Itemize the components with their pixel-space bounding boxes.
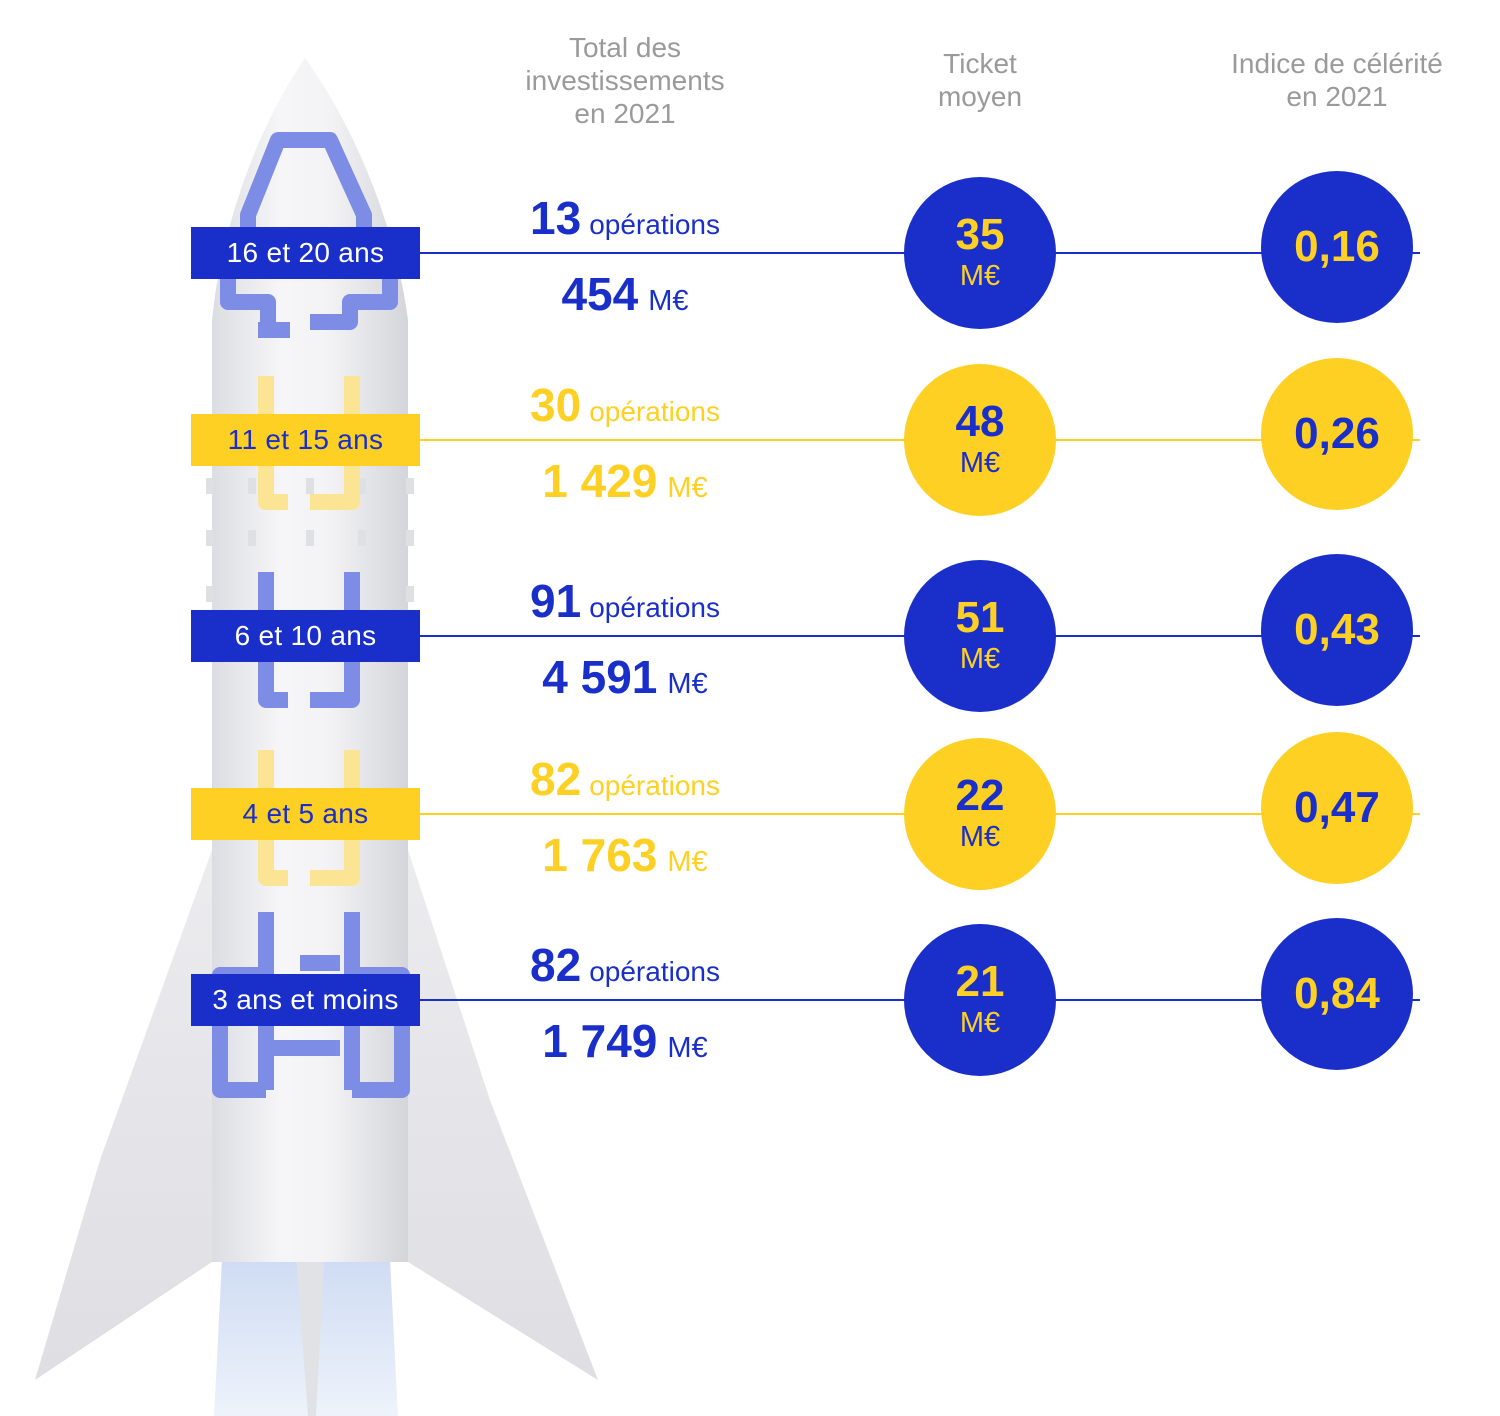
- ticket-value: 22: [955, 771, 1005, 820]
- stage-bracket-6-10: [258, 572, 360, 708]
- indice-value: 0,47: [1294, 783, 1380, 832]
- header-total-investissements: Total des investissements en 2021: [470, 31, 780, 130]
- amount-unit: M€: [667, 472, 708, 504]
- ticket-circle: 48 M€: [904, 364, 1056, 516]
- table-row: 11 et 15 ans 30 opérations 1 429 M€ 48 M€ …: [0, 352, 1500, 542]
- header-ticket-moyen: Ticket moyen: [880, 47, 1080, 113]
- ticket-value: 35: [955, 210, 1005, 259]
- ticket-circle: 51 M€: [904, 560, 1056, 712]
- table-row: 3 ans et moins 82 opérations 1 749 M€ 21 M…: [0, 912, 1500, 1102]
- amount-value: 1 429: [542, 455, 658, 507]
- ticket-circle: 21 M€: [904, 924, 1056, 1076]
- indice-value: 0,84: [1294, 969, 1380, 1018]
- operations-count: 82 opérations: [460, 752, 790, 806]
- header-celerite-line-1: Indice de célérité: [1231, 48, 1443, 79]
- header-celerite-line-2: en 2021: [1286, 81, 1388, 112]
- operations-value: 82: [530, 939, 582, 991]
- amount-unit: M€: [648, 285, 689, 317]
- stage-bracket-11-15: [258, 376, 360, 510]
- ticket-unit: M€: [959, 260, 1001, 292]
- rocket-windows: [206, 478, 414, 602]
- age-label: 3 ans et moins: [191, 974, 420, 1026]
- indice-circle: 0,84: [1261, 918, 1413, 1070]
- ticket-value: 21: [955, 957, 1005, 1006]
- age-label: 4 et 5 ans: [191, 788, 420, 840]
- operations-count: 91 opérations: [460, 574, 790, 628]
- table-row: 4 et 5 ans 82 opérations 1 763 M€ 22 M€ 0,…: [0, 726, 1500, 916]
- investment-amount: 1 749 M€: [460, 1014, 790, 1068]
- indice-value: 0,43: [1294, 605, 1380, 654]
- operations-label: opérations: [589, 956, 720, 987]
- indice-value: 0,26: [1294, 409, 1380, 458]
- header-total-line-2: investissements: [525, 65, 725, 96]
- amount-value: 1 763: [542, 829, 658, 881]
- amount-unit: M€: [667, 846, 708, 878]
- amount-value: 454: [561, 268, 639, 320]
- ticket-unit: M€: [959, 1007, 1001, 1039]
- ticket-value: 48: [955, 397, 1005, 446]
- operations-value: 13: [530, 192, 582, 244]
- amount-value: 1 749: [542, 1015, 658, 1067]
- indice-circle: 0,43: [1261, 554, 1413, 706]
- operations-label: opérations: [589, 770, 720, 801]
- investment-amount: 1 763 M€: [460, 828, 790, 882]
- amount-unit: M€: [667, 1032, 708, 1064]
- operations-label: opérations: [589, 396, 720, 427]
- ticket-unit: M€: [959, 821, 1001, 853]
- header-ticket-line-1: Ticket: [943, 48, 1017, 79]
- operations-value: 30: [530, 379, 582, 431]
- investment-amount: 4 591 M€: [460, 650, 790, 704]
- indice-value: 0,16: [1294, 222, 1380, 271]
- indice-circle: 0,16: [1261, 171, 1413, 323]
- age-label: 16 et 20 ans: [191, 227, 420, 279]
- operations-count: 30 opérations: [460, 378, 790, 432]
- indice-circle: 0,47: [1261, 732, 1413, 884]
- table-row: 6 et 10 ans 91 opérations 4 591 M€ 51 M€ 0…: [0, 548, 1500, 738]
- operations-label: opérations: [589, 209, 720, 240]
- amount-value: 4 591: [542, 651, 658, 703]
- investment-amount: 454 M€: [460, 267, 790, 321]
- operations-count: 13 opérations: [460, 191, 790, 245]
- investment-amount: 1 429 M€: [460, 454, 790, 508]
- amount-unit: M€: [667, 668, 708, 700]
- header-ticket-line-2: moyen: [937, 81, 1023, 112]
- stage-bracket-4-5: [258, 750, 360, 886]
- table-row: 16 et 20 ans 13 opérations 454 M€ 35 M€ 0,…: [0, 165, 1500, 355]
- ticket-circle: 22 M€: [904, 738, 1056, 890]
- operations-value: 91: [530, 575, 582, 627]
- ticket-unit: M€: [959, 447, 1001, 479]
- ticket-unit: M€: [959, 643, 1001, 675]
- indice-circle: 0,26: [1261, 358, 1413, 510]
- header-total-line-3: en 2021: [574, 98, 676, 129]
- header-total-line-1: Total des: [568, 32, 682, 63]
- age-label: 11 et 15 ans: [191, 414, 420, 466]
- operations-label: opérations: [589, 592, 720, 623]
- ticket-value: 51: [955, 593, 1005, 642]
- header-indice-celerite: Indice de célérité en 2021: [1187, 47, 1487, 113]
- operations-count: 82 opérations: [460, 938, 790, 992]
- age-label: 6 et 10 ans: [191, 610, 420, 662]
- ticket-circle: 35 M€: [904, 177, 1056, 329]
- operations-value: 82: [530, 753, 582, 805]
